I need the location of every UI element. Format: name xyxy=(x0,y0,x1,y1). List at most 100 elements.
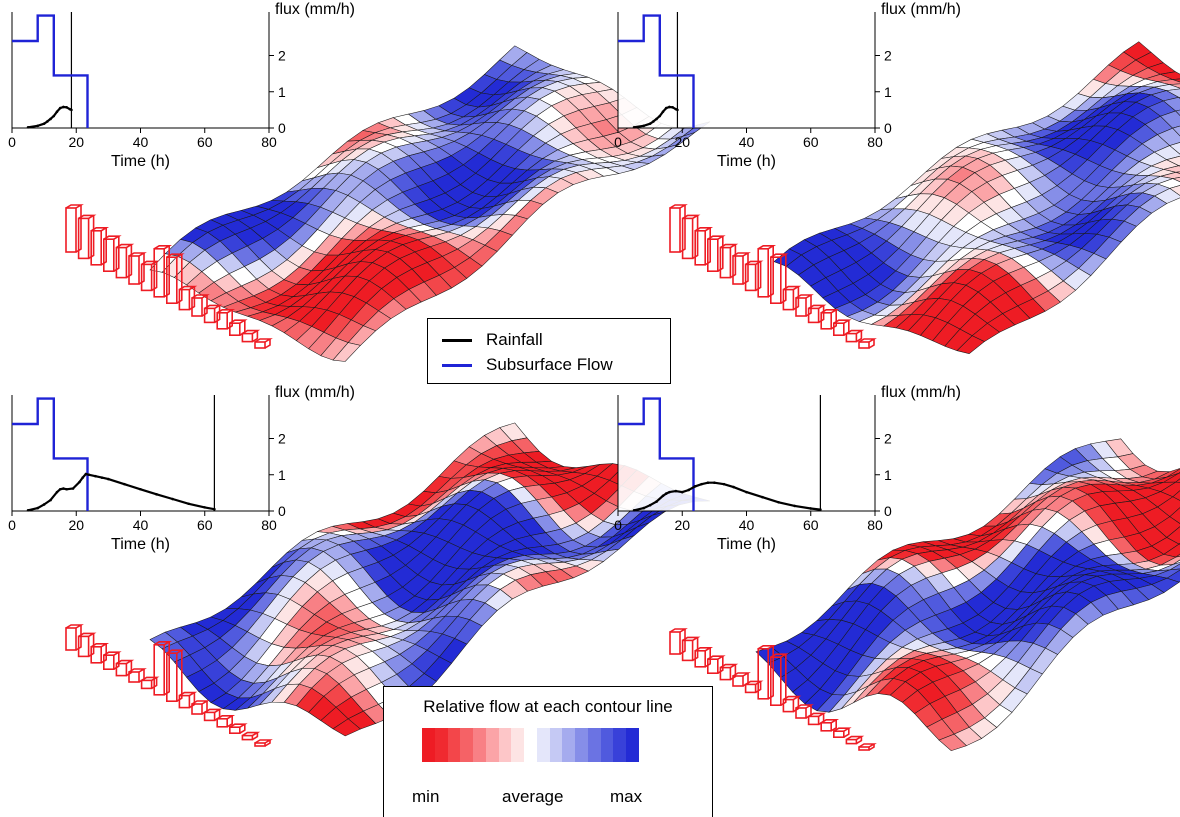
rainfall-line xyxy=(618,397,695,511)
outlet-bar-top xyxy=(65,204,84,209)
subsurface-flow-point xyxy=(648,122,652,125)
subsurface-flow-point xyxy=(687,488,690,492)
legend-item-subsurface-flow: Subsurface Flow xyxy=(442,354,613,376)
outlet-bar-top xyxy=(770,653,789,658)
outlet-bar-side xyxy=(75,205,82,253)
outlet-bar-side xyxy=(251,732,259,741)
outlet-bar xyxy=(90,230,102,266)
subsurface-flow-point xyxy=(632,508,636,512)
outlet-bar-top xyxy=(795,294,814,299)
outlet-bar-side xyxy=(780,254,787,304)
outlet-bar xyxy=(166,256,178,305)
outlet-bar xyxy=(820,721,833,732)
subsurface-flow-point xyxy=(171,497,174,501)
subsurface-flow-point xyxy=(81,476,84,479)
colorbar-swatch xyxy=(626,728,640,762)
plot-area xyxy=(12,12,269,128)
y-axis-label: flux (mm/h) xyxy=(275,384,355,401)
colorbar-swatch xyxy=(485,728,499,762)
colorbar-max-label: max xyxy=(610,787,643,806)
subsurface-flow-point xyxy=(700,482,703,486)
y-tick-label: 1 xyxy=(884,467,892,483)
plot-area xyxy=(618,395,875,511)
outlet-bar xyxy=(128,255,140,285)
x-tick-label: 20 xyxy=(68,517,84,533)
outlet-bar-top xyxy=(90,642,110,648)
outlet-bar xyxy=(178,694,191,709)
outlet-bar xyxy=(820,311,833,330)
legend-label-subsurface-flow: Subsurface Flow xyxy=(486,355,613,374)
x-tick-label: 60 xyxy=(803,134,819,150)
subsurface-flow-point xyxy=(642,506,645,510)
surface-cell xyxy=(1175,478,1180,483)
outlet-bar-top xyxy=(128,252,147,257)
outlet-bar xyxy=(719,246,732,279)
outlet-bar-top xyxy=(191,294,210,299)
colorbar-swatch xyxy=(549,728,563,762)
outlet-bar-top xyxy=(65,624,84,629)
outlet-bar-side xyxy=(717,656,724,674)
outlet-bar-top xyxy=(694,227,714,232)
outlet-bar xyxy=(103,238,115,272)
outlet-bar xyxy=(744,263,757,292)
subsurface-flow-point xyxy=(648,503,652,507)
rainfall-line xyxy=(12,397,89,511)
y-tick-label: 2 xyxy=(884,48,892,64)
plot-area xyxy=(618,12,875,128)
outlet-bar-top xyxy=(770,253,789,258)
legend-swatch-rainfall xyxy=(442,338,472,342)
outlet-bar-top xyxy=(128,668,147,673)
subsurface-flow-point xyxy=(84,472,88,476)
surface-cell xyxy=(1172,125,1180,137)
terrain-surface-1 xyxy=(149,45,711,362)
outlet-bar-top xyxy=(808,304,827,310)
outlet-bar-side xyxy=(176,650,183,702)
x-tick-label: 20 xyxy=(674,134,690,150)
outlet-bar-side xyxy=(239,724,246,734)
y-tick-label: 0 xyxy=(884,503,892,519)
subsurface-flow-point xyxy=(187,502,190,506)
subsurface-flow-point xyxy=(777,501,780,504)
subsurface-flow-point xyxy=(46,120,49,123)
outlet-bar-top xyxy=(845,735,865,741)
y-tick-label: 1 xyxy=(884,84,892,100)
outlet-bar-side xyxy=(188,286,196,311)
series-legend: Rainfall Subsurface Flow xyxy=(427,318,671,384)
outlet-bar xyxy=(153,248,165,298)
plot-area xyxy=(12,395,269,511)
subsurface-flow-point xyxy=(664,492,668,495)
subsurface-flow-point xyxy=(71,487,75,490)
subsurface-flow-point xyxy=(652,120,655,123)
outlet-bar-side xyxy=(163,641,170,696)
y-tick-label: 0 xyxy=(278,503,286,519)
subsurface-flow-point xyxy=(819,508,822,511)
subsurface-flow-point xyxy=(36,506,39,510)
legend-item-rainfall: Rainfall xyxy=(442,329,543,351)
legend-label-rainfall: Rainfall xyxy=(486,330,543,349)
y-tick-label: 2 xyxy=(278,431,286,447)
outlet-bar-top xyxy=(115,243,135,249)
subsurface-flow-point xyxy=(94,474,97,478)
surface-cell xyxy=(1171,177,1180,183)
outlet-bar-top xyxy=(178,691,198,697)
outlet-bar xyxy=(795,707,807,719)
outlet-bar-top xyxy=(166,253,185,258)
outlet-bar-top xyxy=(858,743,877,748)
outlet-bar-top xyxy=(833,727,852,732)
y-tick-label: 2 xyxy=(278,48,286,64)
x-tick-label: 80 xyxy=(261,517,277,533)
surface-cell xyxy=(938,733,967,752)
outlet-bar xyxy=(769,256,782,305)
subsurface-flow-point xyxy=(26,508,30,512)
outlet-bar-side xyxy=(755,261,762,292)
x-tick-label: 40 xyxy=(739,134,755,150)
outlet-bar-top xyxy=(669,204,688,209)
colorbar-swatch xyxy=(536,728,550,762)
surface-cell xyxy=(332,718,361,737)
outlet-bar-side xyxy=(830,309,838,330)
subsurface-flow-point xyxy=(713,481,716,485)
colorbar-swatch xyxy=(613,728,627,762)
